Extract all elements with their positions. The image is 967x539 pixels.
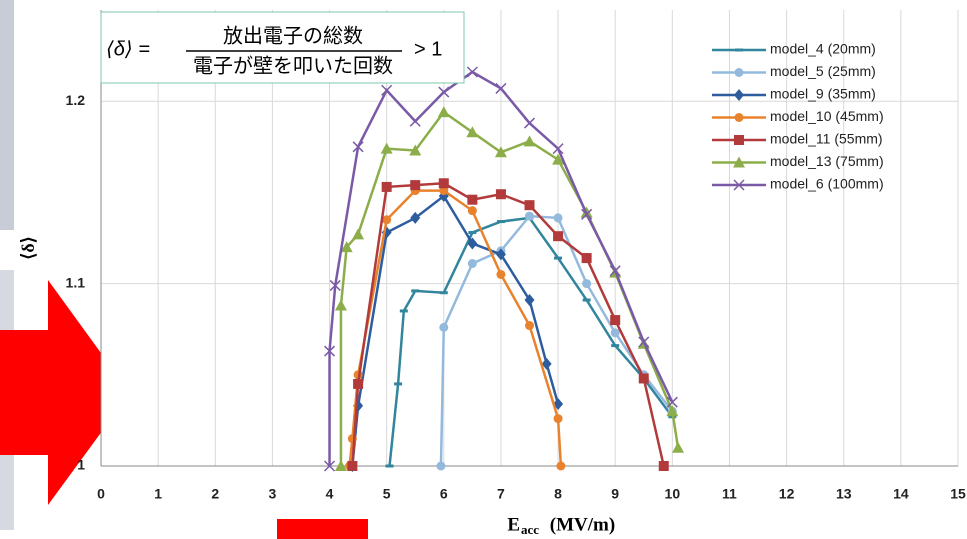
marker — [582, 279, 591, 288]
legend-label: model_4 (20mm) — [770, 41, 876, 57]
marker — [382, 182, 392, 192]
red-bar — [277, 519, 368, 539]
legend-label: model_6 (100mm) — [770, 176, 884, 192]
marker — [611, 328, 620, 337]
marker — [467, 195, 477, 205]
x-tick-label: 10 — [665, 486, 681, 502]
annotation-numerator: 放出電子の総数 — [223, 24, 363, 47]
x-tick-label: 2 — [211, 486, 219, 502]
marker — [525, 321, 534, 330]
annotation-rhs: > 1 — [414, 38, 442, 60]
y-tick-label: 1.2 — [66, 92, 86, 108]
marker — [347, 461, 357, 471]
x-axis-label-main: E — [507, 514, 520, 535]
marker — [410, 180, 420, 190]
y-tick-label: 1.1 — [66, 274, 86, 290]
x-tick-label: 14 — [893, 486, 909, 502]
x-tick-label: 1 — [154, 486, 162, 502]
x-tick-label: 4 — [326, 486, 334, 502]
marker — [496, 270, 505, 279]
x-axis-label-unit: (MV/m) — [545, 514, 615, 535]
marker — [439, 178, 449, 188]
marker — [659, 461, 669, 471]
x-tick-label: 5 — [383, 486, 391, 502]
marker — [436, 462, 445, 471]
legend-label: model_11 (55mm) — [770, 131, 883, 147]
legend-label: model_13 (75mm) — [770, 153, 884, 169]
marker — [735, 68, 744, 77]
marker — [525, 200, 535, 210]
legend-label: model_10 (45mm) — [770, 108, 884, 124]
marker — [496, 189, 506, 199]
legend-label: model_5 (25mm) — [770, 63, 876, 79]
marker — [525, 212, 534, 221]
marker — [639, 373, 649, 383]
marker — [735, 113, 744, 122]
marker — [353, 379, 363, 389]
chart: 012345678910111213141511.11.2 ⟨δ⟩ = 放出電子… — [0, 0, 967, 539]
x-tick-label: 6 — [440, 486, 448, 502]
plot-area: 012345678910111213141511.11.2 — [66, 10, 966, 502]
background-image — [0, 0, 14, 230]
marker — [439, 323, 448, 332]
annotation-lhs: ⟨δ⟩ = — [106, 38, 150, 60]
x-tick-label: 3 — [269, 486, 277, 502]
marker — [734, 135, 744, 145]
x-tick-label: 8 — [554, 486, 562, 502]
x-tick-label: 9 — [611, 486, 619, 502]
annotation-denominator: 電子が壁を叩いた回数 — [193, 54, 393, 77]
marker — [582, 253, 592, 263]
x-axis-label-sub: acc — [521, 522, 539, 537]
x-tick-label: 13 — [836, 486, 852, 502]
marker — [554, 414, 563, 423]
y-axis-label: ⟨δ⟩ — [18, 236, 38, 259]
x-tick-label: 15 — [950, 486, 966, 502]
marker — [610, 315, 620, 325]
marker — [468, 206, 477, 215]
marker — [556, 462, 565, 471]
x-tick-label: 11 — [722, 486, 737, 502]
y-tick-label: 1 — [77, 457, 85, 473]
marker — [553, 231, 563, 241]
marker — [554, 213, 563, 222]
legend-label: model_9 (35mm) — [770, 86, 876, 102]
x-tick-label: 7 — [497, 486, 505, 502]
x-tick-label: 0 — [97, 486, 105, 502]
x-tick-label: 12 — [779, 486, 795, 502]
marker — [468, 259, 477, 268]
